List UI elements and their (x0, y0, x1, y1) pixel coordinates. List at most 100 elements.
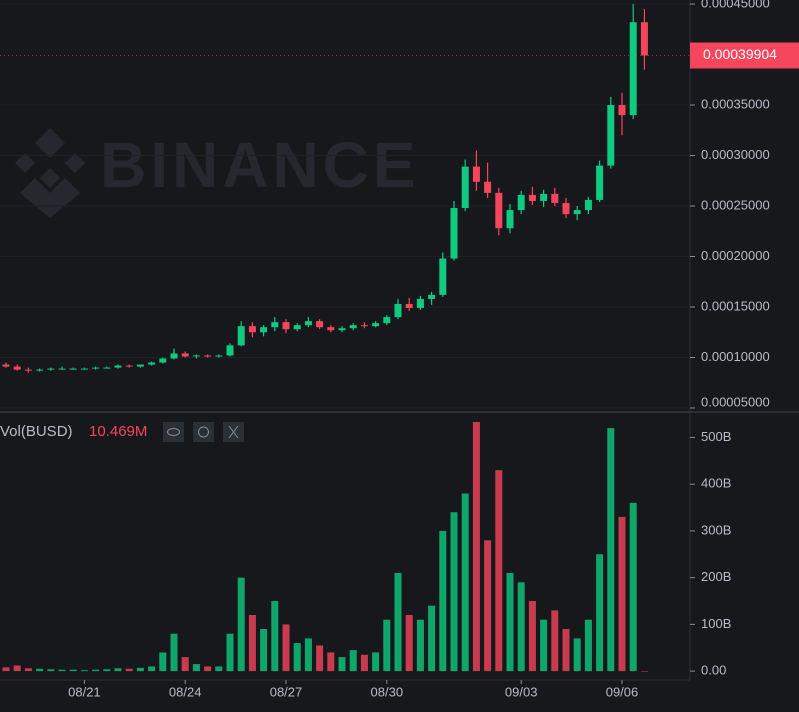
y-tick-label: 0.00035000 (701, 96, 770, 111)
volume-bar (349, 650, 357, 672)
candle-body (607, 105, 615, 166)
candle-body (47, 368, 55, 370)
x-tick-label: 08/24 (169, 684, 202, 699)
candle-body (584, 199, 592, 211)
candle-body (327, 327, 335, 331)
candle-body (428, 294, 436, 299)
volume-bar (596, 554, 604, 672)
volume-bar (293, 643, 301, 672)
candle-body (338, 328, 346, 331)
candle-body (58, 368, 66, 370)
volume-bar (226, 633, 234, 672)
volume-bar (618, 516, 626, 672)
volume-bar (103, 669, 111, 672)
candle-body (495, 192, 503, 229)
volume-bar (215, 666, 223, 672)
candle-body (80, 368, 88, 370)
candle-body (394, 303, 402, 318)
volume-bar (551, 610, 559, 672)
hide-button[interactable] (163, 422, 184, 442)
last-price-label: 0.00039904 (703, 46, 777, 62)
candle-body (405, 303, 413, 309)
volume-bar (439, 530, 447, 672)
volume-bar (517, 582, 525, 672)
volume-bar (428, 605, 436, 672)
candle-body (170, 353, 178, 359)
candle-body (506, 210, 514, 229)
candle-body (540, 193, 548, 201)
candle-body (271, 322, 279, 328)
y-tick-label: 500B (701, 429, 731, 444)
volume-bar (114, 668, 122, 672)
y-tick-label: 0.00025000 (701, 197, 770, 212)
volume-bar (461, 493, 469, 672)
candle-body (92, 367, 100, 369)
volume-bar (237, 577, 245, 672)
candle-body (349, 325, 357, 329)
candle-body (148, 362, 156, 365)
candle-body (573, 210, 581, 215)
candle-body (416, 298, 424, 309)
candle-body (2, 364, 10, 367)
volume-bar (495, 470, 503, 672)
volume-bar (338, 657, 346, 672)
volume-value: 10.469M (89, 423, 147, 440)
y-tick-label: 0.00015000 (701, 298, 770, 313)
volume-bar (260, 629, 268, 672)
volume-bar (47, 669, 55, 672)
volume-bar (204, 666, 212, 672)
candle-body (69, 368, 77, 370)
volume-bar (125, 668, 133, 672)
volume-bar (2, 667, 10, 672)
candle-body (528, 194, 536, 201)
candle-body (159, 358, 167, 363)
y-tick-label: 100B (701, 616, 731, 631)
candle-body (181, 353, 189, 357)
candle-body (383, 317, 391, 324)
candle-body (472, 166, 480, 182)
eye-icon (167, 428, 180, 436)
y-tick-label: 300B (701, 522, 731, 537)
volume-bar (327, 652, 335, 672)
close-icon (228, 425, 239, 439)
volume-bar (640, 671, 648, 672)
candle-body (484, 181, 492, 193)
candle-body (596, 165, 604, 200)
candle-body (226, 345, 234, 356)
candle-body (293, 325, 301, 330)
volume-bar (472, 422, 480, 672)
x-tick-label: 08/27 (270, 684, 303, 699)
volume-bar (69, 669, 77, 672)
volume-bar (372, 652, 380, 672)
volume-bar (450, 512, 458, 672)
volume-bar (148, 666, 156, 672)
candle-body (439, 258, 447, 295)
volume-bar (528, 601, 536, 672)
candle-body (372, 323, 380, 327)
volume-bar (304, 638, 312, 672)
candle-body (24, 369, 32, 371)
candle-body (103, 367, 111, 369)
volume-bar (80, 670, 88, 672)
last-price-box (690, 42, 799, 69)
candle-body (618, 105, 626, 116)
y-tick-label: 0.00 (701, 663, 726, 678)
volume-bar (248, 615, 256, 672)
candle-body (461, 166, 469, 209)
y-tick-label: 0.00045000 (701, 0, 770, 10)
volume-bar (405, 615, 413, 672)
settings-button[interactable] (193, 422, 214, 442)
candle-body (629, 22, 637, 116)
volume-bar (506, 572, 514, 672)
y-tick-label: 0.00005000 (701, 394, 770, 409)
volume-bar (316, 645, 324, 672)
x-tick-label: 08/30 (371, 684, 404, 699)
volume-bar (607, 428, 615, 672)
candle-body (215, 355, 223, 357)
volume-bar (92, 669, 100, 672)
volume-bar (271, 601, 279, 672)
y-tick-label: 400B (701, 476, 731, 491)
indicator-buttons[interactable] (163, 422, 244, 442)
candle-body (640, 22, 648, 56)
candle-body (517, 194, 525, 211)
